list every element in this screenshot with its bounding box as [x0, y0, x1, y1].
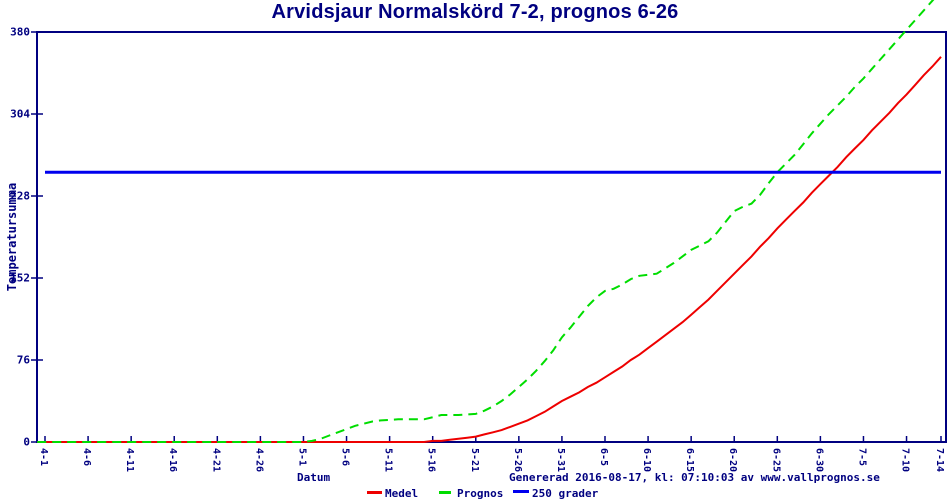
y-tick-label: 380	[10, 25, 30, 38]
y-tick-label: 76	[17, 353, 31, 366]
legend-swatch-medel	[367, 491, 382, 494]
legend-label-250-grader: 250 grader	[532, 487, 599, 500]
x-tick-label: 5-11	[383, 448, 394, 472]
y-tick-label: 0	[23, 436, 30, 449]
x-axis-title: Datum	[297, 471, 331, 484]
series-line-medel	[37, 56, 942, 443]
x-tick-label: 5-31	[555, 448, 566, 472]
x-tick-label: 4-16	[167, 448, 178, 472]
generated-timestamp: Genererad 2016-08-17, kl: 07:10:03 av ww…	[509, 471, 880, 484]
x-tick-label: 4-1	[38, 448, 49, 466]
x-tick-label: 6-20	[727, 448, 738, 472]
x-tick-label: 4-6	[81, 448, 92, 466]
x-tick-label: 7-10	[900, 448, 911, 472]
x-tick-label: 5-26	[512, 448, 523, 472]
x-tick-label: 6-15	[684, 448, 695, 472]
legend-swatch-250-grader	[513, 490, 529, 493]
chart-title: Arvidsjaur Normalskörd 7-2, prognos 6-26	[271, 1, 679, 23]
x-tick-label: 4-26	[253, 448, 264, 472]
x-tick-label: 5-16	[426, 448, 437, 472]
legend-label-prognos: Prognos	[457, 487, 504, 500]
x-tick-label: 6-10	[641, 448, 652, 472]
x-tick-label: 4-11	[124, 448, 135, 472]
x-tick-label: 7-14	[934, 448, 945, 472]
x-tick-label: 7-5	[856, 448, 867, 466]
y-tick-label: 228	[10, 189, 30, 202]
x-tick-label: 6-5	[598, 448, 609, 466]
series-line-prognos	[37, 0, 935, 443]
legend-swatch-prognos	[439, 491, 451, 494]
x-tick-label: 6-25	[770, 448, 781, 472]
x-tick-label: 5-1	[296, 448, 307, 466]
x-tick-label: 5-6	[340, 448, 351, 466]
x-tick-label: 6-30	[813, 448, 824, 472]
x-tick-label: 4-21	[210, 448, 221, 472]
y-tick-label: 304	[10, 107, 30, 120]
plot-border	[36, 31, 947, 443]
x-tick-label: 5-21	[469, 448, 480, 472]
legend-label-medel: Medel	[385, 487, 419, 500]
y-tick-label: 152	[10, 271, 30, 284]
